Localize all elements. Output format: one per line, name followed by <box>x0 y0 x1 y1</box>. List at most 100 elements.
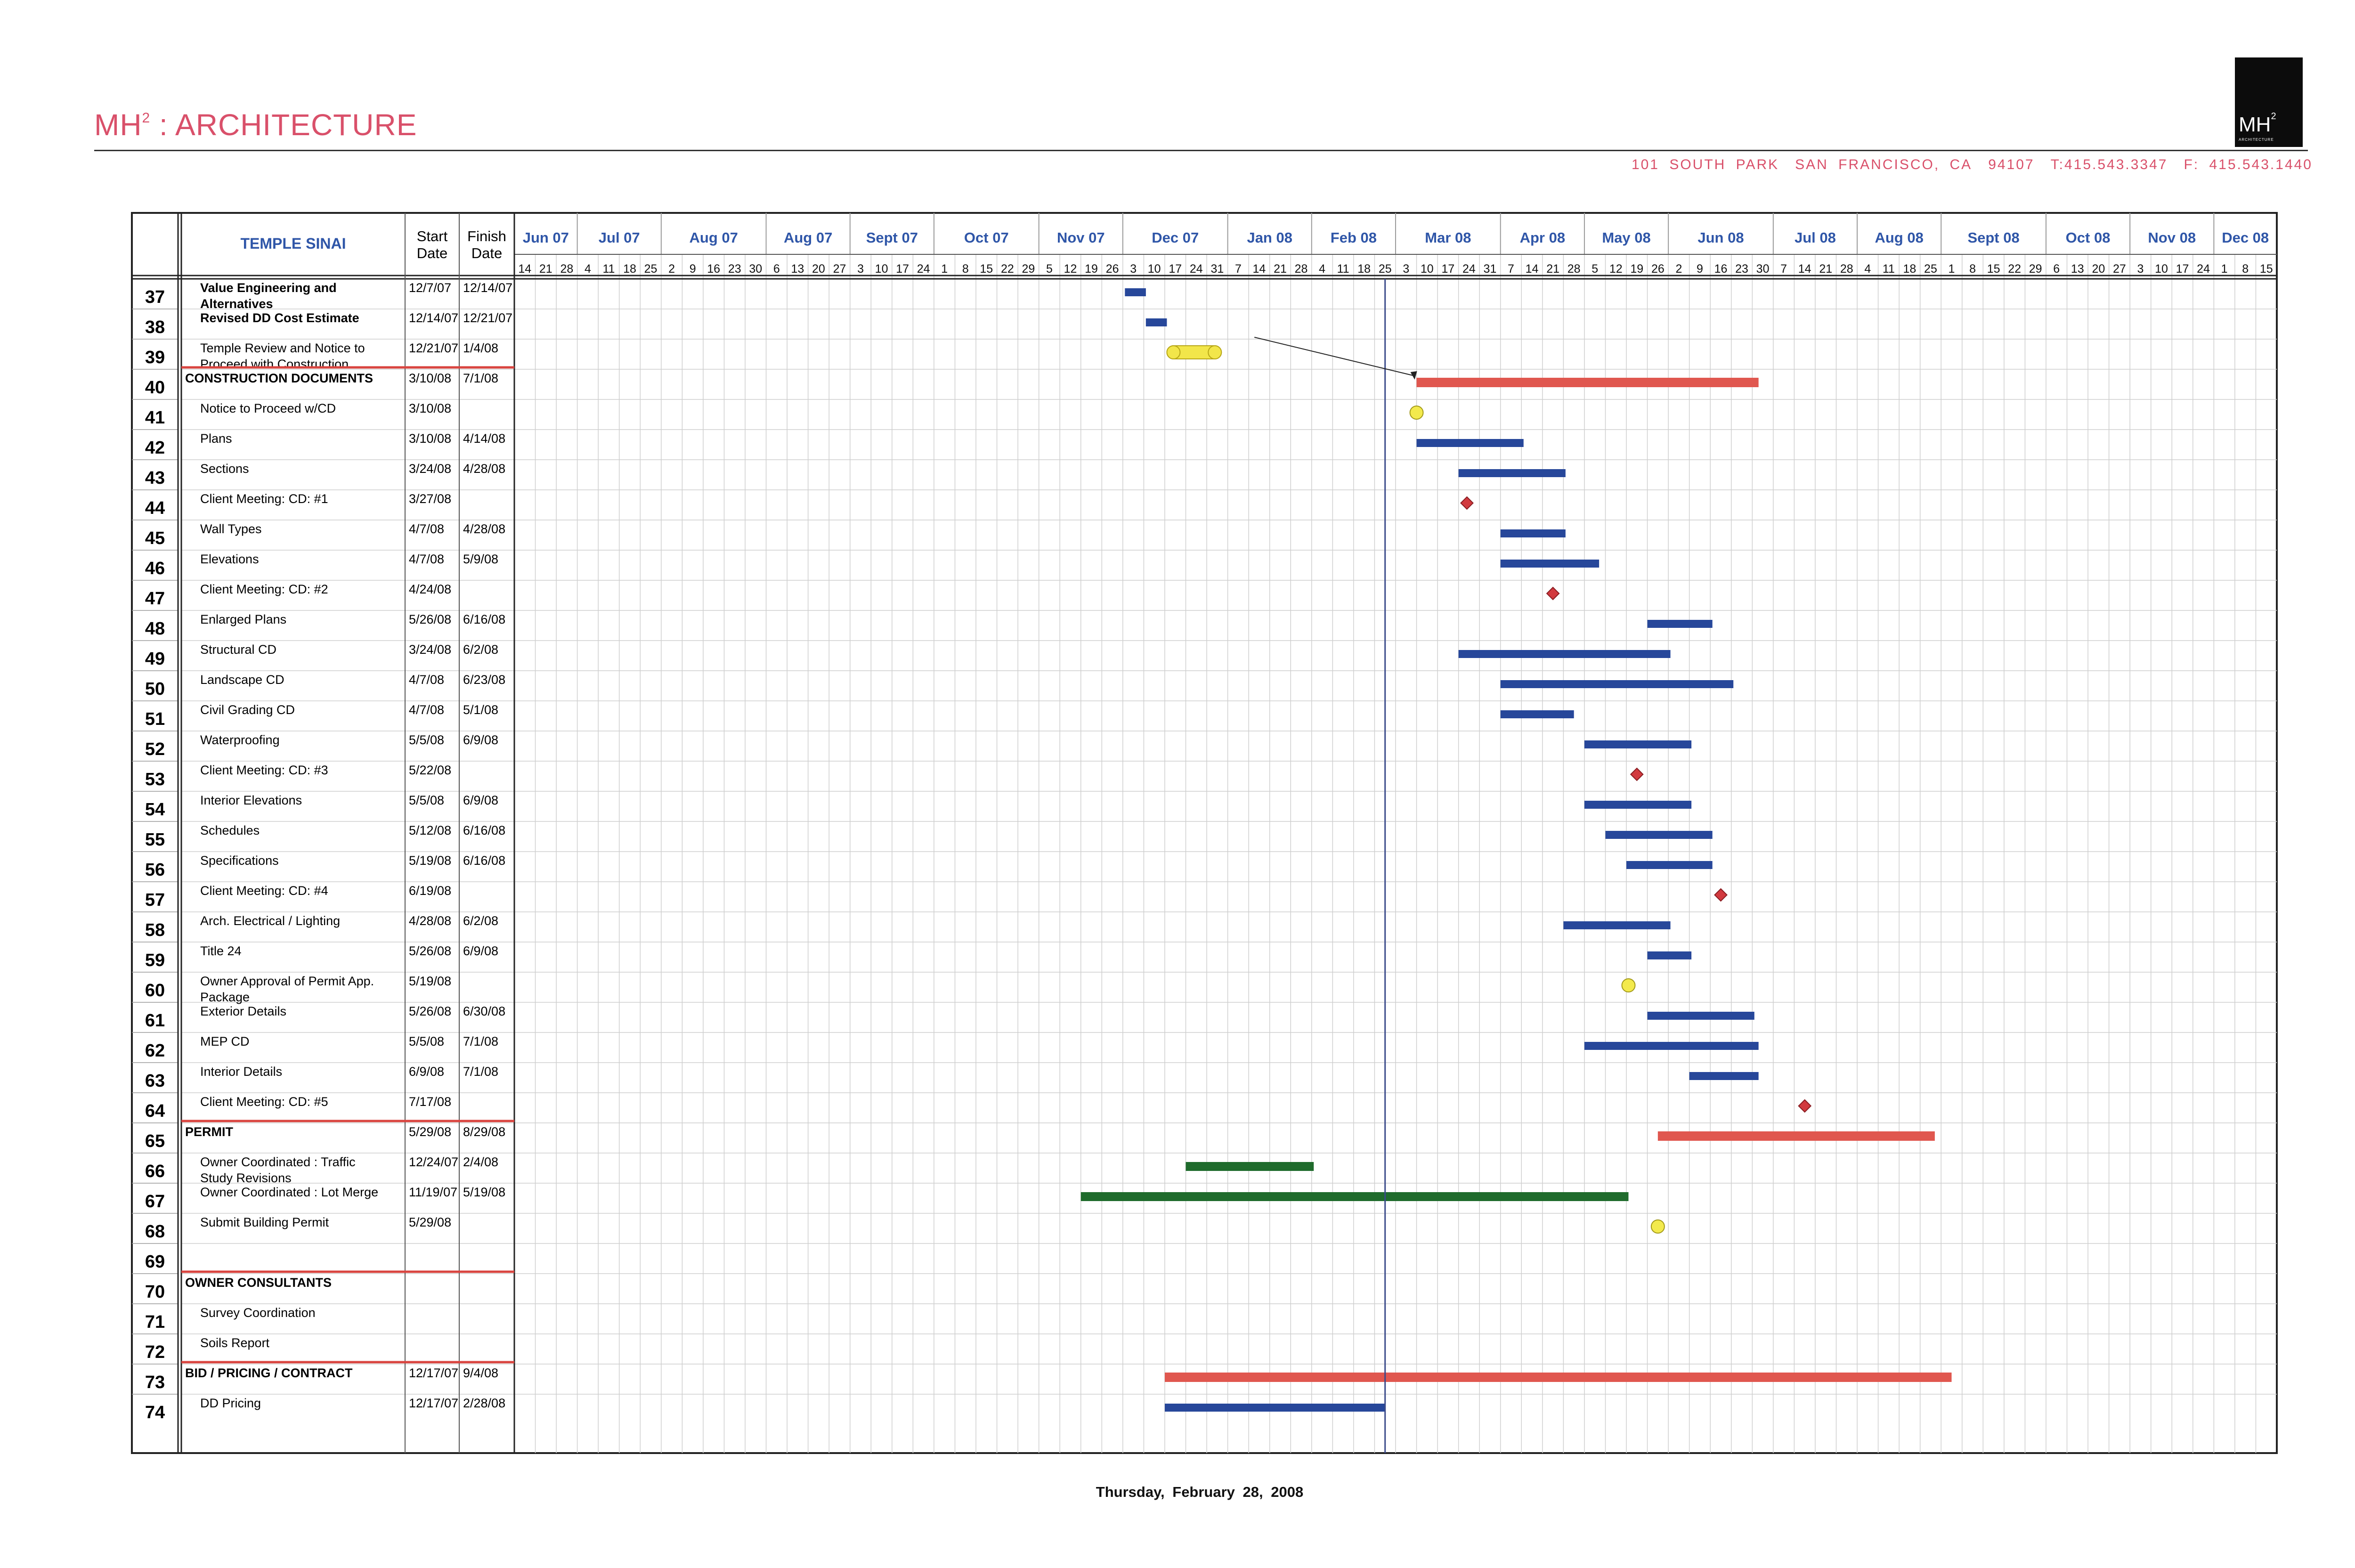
month-label: Aug 07 <box>784 229 832 246</box>
task-finish-date: 9/4/08 <box>463 1366 498 1380</box>
task-name: Interior Elevations <box>200 793 302 807</box>
row-number: 51 <box>145 709 165 729</box>
week-label: 1 <box>1949 262 1955 276</box>
finish-date-header: Finish <box>467 228 506 244</box>
review-bar-cap <box>1166 345 1181 359</box>
task-start-date: 5/26/08 <box>409 944 451 958</box>
week-label: 3 <box>2137 262 2144 276</box>
week-label: 25 <box>644 262 658 276</box>
task-start-date: 5/26/08 <box>409 612 451 626</box>
task-finish-date: 1/4/08 <box>463 341 498 355</box>
row-number: 38 <box>145 317 165 337</box>
task-name: Owner Coordinated : Traffic <box>200 1155 356 1169</box>
week-label: 30 <box>1756 262 1770 276</box>
task-name: DD Pricing <box>200 1396 261 1410</box>
week-label: 27 <box>833 262 846 276</box>
week-label: 10 <box>1421 262 1434 276</box>
week-label: 15 <box>980 262 993 276</box>
week-label: 4 <box>585 262 591 276</box>
week-label: 25 <box>1924 262 1937 276</box>
task-name: Enlarged Plans <box>200 612 286 626</box>
task-start-date: 7/17/08 <box>409 1095 451 1109</box>
task-name: MEP CD <box>200 1034 250 1048</box>
task-finish-date: 6/16/08 <box>463 853 505 868</box>
month-label: Dec 08 <box>2222 229 2269 246</box>
task-name: Client Meeting: CD: #5 <box>200 1095 328 1109</box>
week-label: 28 <box>1840 262 1853 276</box>
week-label: 24 <box>917 262 930 276</box>
week-label: 11 <box>602 262 615 276</box>
week-label: 30 <box>749 262 762 276</box>
task-start-date: 5/29/08 <box>409 1215 451 1229</box>
dependency-arrow <box>1254 337 1415 376</box>
week-label: 21 <box>1274 262 1287 276</box>
row-number: 65 <box>145 1131 165 1151</box>
week-label: 20 <box>812 262 825 276</box>
task-finish-date: 5/1/08 <box>463 703 498 717</box>
month-label: Sept 07 <box>866 229 918 246</box>
week-label: 14 <box>518 262 531 276</box>
milestone-circle <box>1621 978 1636 992</box>
task-bar <box>1563 921 1671 929</box>
task-start-date: 5/5/08 <box>409 793 444 807</box>
task-bar <box>1647 951 1692 959</box>
task-start-date: 4/28/08 <box>409 914 451 928</box>
row-number: 53 <box>145 770 165 789</box>
milestone-diamond <box>1460 496 1474 510</box>
week-label: 10 <box>875 262 888 276</box>
month-label: Jul 07 <box>599 229 640 246</box>
week-label: 14 <box>1798 262 1811 276</box>
task-start-date: 12/21/07 <box>409 341 458 355</box>
task-start-date: 12/7/07 <box>409 281 451 295</box>
task-start-date: 5/12/08 <box>409 823 451 837</box>
task-name: Landscape CD <box>200 673 284 687</box>
task-name: Proceed with Construction <box>200 357 349 371</box>
milestone-diamond <box>1630 767 1644 781</box>
task-finish-date: 5/19/08 <box>463 1185 505 1199</box>
month-label: Jan 08 <box>1247 229 1292 246</box>
week-label: 11 <box>1883 262 1895 276</box>
week-label: 18 <box>1357 262 1371 276</box>
task-finish-date: 6/9/08 <box>463 793 498 807</box>
task-name: Client Meeting: CD: #4 <box>200 884 328 898</box>
week-label: 10 <box>2155 262 2168 276</box>
task-finish-date: 5/9/08 <box>463 552 498 566</box>
week-label: 28 <box>560 262 573 276</box>
week-label: 17 <box>1169 262 1182 276</box>
week-label: 12 <box>1609 262 1623 276</box>
week-label: 29 <box>2029 262 2042 276</box>
milestone-diamond <box>1546 586 1560 601</box>
task-bar <box>1605 831 1713 839</box>
address-street: 101 SOUTH PARK <box>1631 157 1779 172</box>
task-bar <box>1164 1404 1385 1412</box>
start-date-header: Date <box>417 245 447 261</box>
summary-bar <box>1657 1131 1935 1141</box>
week-label: 31 <box>1210 262 1224 276</box>
task-name: CONSTRUCTION DOCUMENTS <box>185 371 373 385</box>
address-city: SAN FRANCISCO, CA <box>1795 157 1973 172</box>
month-label: Mar 08 <box>1425 229 1471 246</box>
row-number: 45 <box>145 528 165 548</box>
row-number: 52 <box>145 739 165 759</box>
week-label: 26 <box>1106 262 1119 276</box>
task-start-date: 4/7/08 <box>409 673 444 687</box>
week-label: 5 <box>1046 262 1053 276</box>
row-number: 70 <box>145 1282 165 1302</box>
task-start-date: 3/10/08 <box>409 371 451 385</box>
month-label: Apr 08 <box>1520 229 1565 246</box>
task-start-date: 6/9/08 <box>409 1064 444 1079</box>
week-label: 21 <box>539 262 552 276</box>
task-name: OWNER CONSULTANTS <box>185 1276 332 1290</box>
week-label: 12 <box>1064 262 1077 276</box>
week-label: 16 <box>1714 262 1728 276</box>
task-finish-date: 6/16/08 <box>463 612 505 626</box>
task-finish-date: 6/16/08 <box>463 823 505 837</box>
task-name: Submit Building Permit <box>200 1215 329 1229</box>
week-label: 18 <box>623 262 636 276</box>
month-label: Sept 08 <box>1967 229 2019 246</box>
week-label: 9 <box>1697 262 1703 276</box>
week-label: 28 <box>1295 262 1308 276</box>
month-label: May 08 <box>1602 229 1650 246</box>
month-label: Aug 08 <box>1875 229 1923 246</box>
print-date: Thursday, February 28, 2008 <box>1096 1484 1304 1500</box>
